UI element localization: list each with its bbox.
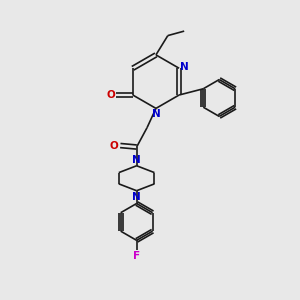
Text: O: O <box>106 90 115 100</box>
Text: N: N <box>180 62 188 72</box>
Text: O: O <box>110 140 118 151</box>
Text: N: N <box>152 109 160 119</box>
Text: N: N <box>132 192 141 202</box>
Text: F: F <box>133 251 140 261</box>
Text: N: N <box>132 155 141 165</box>
